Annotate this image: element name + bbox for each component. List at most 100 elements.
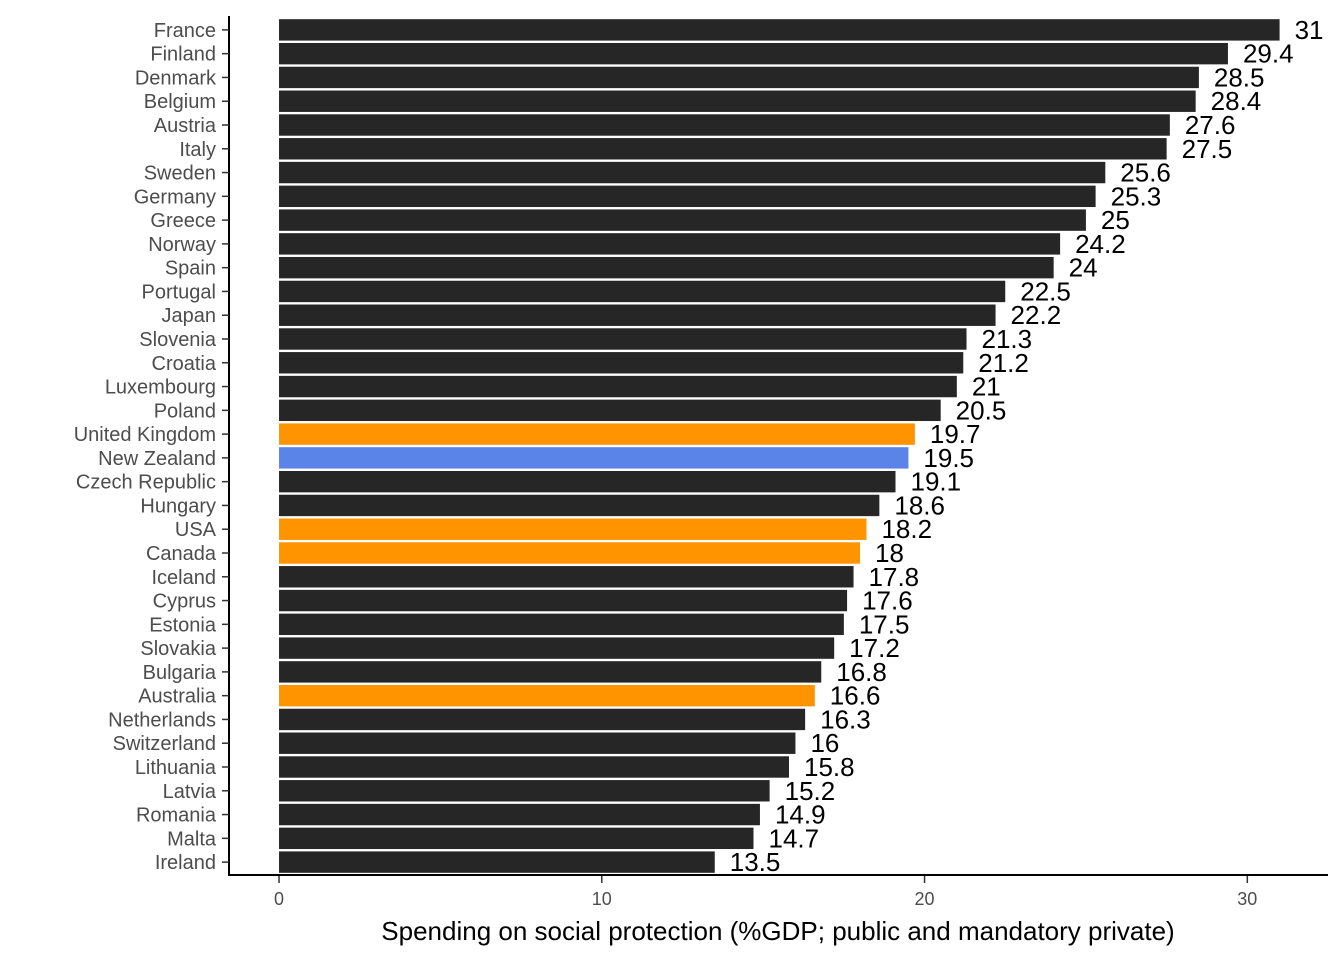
value-label-luxembourg: 21 — [972, 372, 1001, 402]
value-label-new-zealand: 19.5 — [923, 443, 974, 473]
x-axis: 0 10 20 30 — [228, 874, 1328, 909]
bar-croatia — [279, 352, 964, 374]
value-label-estonia: 17.5 — [859, 609, 910, 639]
value-label-hungary: 18.6 — [894, 490, 945, 520]
category-label-czech-republic: Czech Republic — [76, 472, 216, 494]
category-label-sweden: Sweden — [144, 163, 216, 185]
category-label-denmark: Denmark — [135, 67, 217, 89]
category-label-lithuania: Lithuania — [135, 757, 217, 779]
category-label-spain: Spain — [165, 258, 216, 280]
category-label-poland: Poland — [154, 400, 216, 422]
bar-greece — [279, 209, 1086, 231]
value-label-sweden: 25.6 — [1120, 158, 1171, 188]
bar-new-zealand — [279, 447, 909, 469]
category-label-belgium: Belgium — [144, 91, 216, 113]
category-label-netherlands: Netherlands — [108, 709, 216, 731]
bars-group — [279, 19, 1280, 873]
bar-ireland — [279, 851, 715, 873]
bar-poland — [279, 399, 941, 422]
category-label-united-kingdom: United Kingdom — [74, 424, 216, 446]
value-label-poland: 20.5 — [956, 395, 1007, 425]
bar-denmark — [279, 66, 1199, 89]
bar-france — [279, 19, 1280, 41]
bar-italy — [279, 138, 1167, 160]
bar-canada — [279, 542, 860, 564]
bar-switzerland — [279, 732, 796, 754]
category-label-iceland: Iceland — [152, 567, 217, 589]
value-label-slovenia: 21.3 — [982, 324, 1033, 354]
value-label-netherlands: 16.3 — [820, 704, 871, 734]
bar-slovenia — [279, 328, 967, 350]
category-label-usa: USA — [175, 519, 217, 541]
bar-iceland — [279, 566, 854, 588]
bar-usa — [279, 518, 867, 540]
bar-bulgaria — [279, 661, 822, 683]
value-label-slovakia: 17.2 — [849, 633, 900, 663]
value-label-belgium: 28.4 — [1211, 86, 1262, 116]
value-label-czech-republic: 19.1 — [911, 467, 962, 497]
category-label-france: France — [154, 20, 216, 42]
category-label-cyprus: Cyprus — [153, 591, 216, 613]
bar-czech-republic — [279, 470, 896, 493]
value-label-united-kingdom: 19.7 — [930, 419, 981, 449]
value-label-romania: 14.9 — [775, 800, 826, 830]
value-label-australia: 16.6 — [830, 681, 881, 711]
bar-norway — [279, 233, 1061, 255]
bar-slovakia — [279, 637, 835, 659]
value-label-usa: 18.2 — [881, 514, 932, 544]
bar-luxembourg — [279, 375, 957, 398]
x-tick-label-20: 20 — [915, 889, 935, 909]
x-ticks-group: 0 10 20 30 — [274, 876, 1257, 909]
category-label-germany: Germany — [134, 186, 216, 208]
category-label-australia: Australia — [138, 686, 217, 708]
bar-sweden — [279, 161, 1106, 184]
value-label-finland: 29.4 — [1243, 39, 1294, 69]
category-label-luxembourg: Luxembourg — [105, 377, 216, 399]
bar-portugal — [279, 280, 1006, 303]
value-label-canada: 18 — [875, 538, 904, 568]
x-tick-label-0: 0 — [274, 889, 284, 909]
y-ticks-group: FranceFinlandDenmarkBelgiumAustriaItalyS… — [74, 20, 229, 874]
bar-malta — [279, 827, 754, 850]
bar-netherlands — [279, 708, 806, 731]
bar-romania — [279, 803, 760, 826]
category-label-ireland: Ireland — [155, 852, 216, 874]
value-label-croatia: 21.2 — [978, 348, 1029, 378]
bar-united-kingdom — [279, 423, 915, 445]
bar-austria — [279, 114, 1170, 136]
value-label-italy: 27.5 — [1182, 134, 1233, 164]
category-label-portugal: Portugal — [142, 281, 217, 303]
category-label-latvia: Latvia — [163, 781, 217, 803]
x-tick-label-30: 30 — [1237, 889, 1257, 909]
category-label-finland: Finland — [150, 44, 216, 66]
category-label-japan: Japan — [162, 305, 217, 327]
value-label-japan: 22.2 — [1011, 300, 1062, 330]
category-label-canada: Canada — [146, 543, 217, 565]
category-label-norway: Norway — [148, 234, 216, 256]
category-label-malta: Malta — [167, 828, 217, 850]
x-axis-title: Spending on social protection (%GDP; pub… — [381, 916, 1174, 946]
bar-hungary — [279, 494, 880, 517]
value-label-germany: 25.3 — [1111, 181, 1162, 211]
bar-japan — [279, 304, 996, 326]
value-label-portugal: 22.5 — [1020, 276, 1071, 306]
value-label-spain: 24 — [1069, 253, 1098, 283]
bar-cyprus — [279, 589, 848, 612]
value-label-cyprus: 17.6 — [862, 586, 913, 616]
bar-lithuania — [279, 756, 789, 778]
value-label-austria: 27.6 — [1185, 110, 1236, 140]
category-label-new-zealand: New Zealand — [98, 448, 216, 470]
value-label-iceland: 17.8 — [869, 562, 920, 592]
value-label-norway: 24.2 — [1075, 229, 1126, 259]
bar-belgium — [279, 90, 1196, 112]
bar-germany — [279, 185, 1096, 208]
value-label-switzerland: 16 — [810, 728, 839, 758]
value-label-france: 31 — [1295, 15, 1324, 45]
value-label-greece: 25 — [1101, 205, 1130, 235]
bar-spain — [279, 256, 1054, 279]
bar-estonia — [279, 613, 844, 636]
value-label-malta: 14.7 — [768, 823, 819, 853]
category-label-italy: Italy — [179, 139, 216, 161]
